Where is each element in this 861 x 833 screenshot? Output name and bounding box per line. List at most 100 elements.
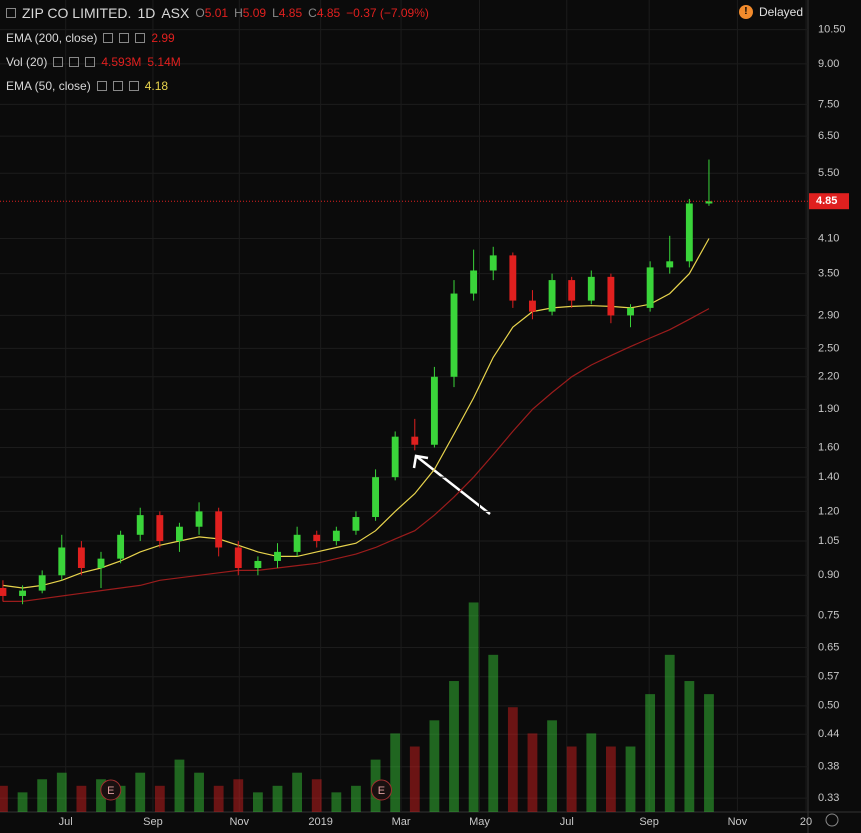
y-tick-label: 9.00 — [818, 58, 839, 70]
y-tick-label: 0.33 — [818, 792, 839, 804]
volume-bar — [625, 746, 636, 812]
candle-body — [254, 560, 262, 569]
candle-body — [19, 590, 26, 596]
volume-bar — [76, 785, 87, 812]
y-tick-label: 1.20 — [818, 505, 839, 517]
volume-bar — [606, 746, 616, 812]
y-tick-label: 1.60 — [818, 441, 839, 453]
volume-bar — [96, 779, 106, 812]
status[interactable]: ! Delayed — [738, 5, 803, 19]
candle-body — [489, 255, 497, 271]
candle-body — [195, 511, 203, 527]
volume-bar — [351, 785, 361, 812]
ohlc-value: 5.01 — [204, 6, 229, 20]
settings-icon[interactable] — [825, 813, 839, 827]
ema-line — [2, 238, 710, 589]
change: −0.37 (−7.09%) — [346, 6, 429, 20]
volume-bar — [449, 681, 459, 812]
earnings-marker — [370, 779, 392, 801]
x-tick-label: Sep — [143, 816, 163, 828]
y-tick-label: 0.50 — [818, 700, 839, 712]
candle-body — [568, 280, 576, 301]
volume-bar — [429, 720, 440, 812]
candle-body — [97, 558, 105, 569]
indicator-value: 4.593M — [101, 55, 142, 69]
candle-body — [548, 280, 556, 312]
candle-body — [136, 515, 144, 535]
volume-bar — [507, 707, 518, 812]
volume-bar — [154, 785, 165, 812]
indicator-name[interactable]: EMA (200, close) — [6, 31, 98, 45]
volume-bar — [409, 746, 420, 812]
y-tick-label: 2.90 — [818, 309, 839, 321]
candle-body — [430, 376, 438, 445]
exchange[interactable]: ASX — [161, 5, 190, 21]
volume-bar — [684, 681, 695, 812]
symbol-row: ZIP CO LIMITED. 1D ASX O 5.01 H 5.09 L 4.85… — [6, 5, 429, 21]
indicator-name[interactable]: Vol (20) — [6, 55, 48, 69]
candle-body — [352, 517, 360, 531]
candle-body — [234, 547, 242, 569]
last-price-label: 4.85 — [816, 195, 837, 207]
x-tick-label: Nov — [728, 816, 748, 828]
y-tick-label: 1.05 — [818, 535, 839, 547]
earnings-label: E — [378, 785, 385, 797]
candle-body — [587, 276, 595, 301]
y-tick-label: 0.65 — [818, 641, 839, 653]
volume-bar — [704, 694, 714, 812]
y-tick-label: 3.50 — [818, 268, 839, 280]
interval[interactable]: 1D — [137, 5, 156, 21]
indicator-value: 4.18 — [144, 79, 169, 93]
y-tick-label: 7.50 — [818, 98, 839, 110]
y-tick-label: 4.10 — [818, 232, 839, 244]
volume-bar — [17, 792, 28, 812]
x-tick-label: 2019 — [308, 816, 332, 828]
y-tick-label: 2.50 — [818, 342, 839, 354]
candle-body — [117, 534, 125, 559]
volume-bar — [331, 792, 342, 812]
y-tick-label: 6.50 — [818, 130, 839, 142]
x-tick-label: Sep — [639, 816, 659, 828]
candle-body — [411, 436, 419, 445]
candle-body — [313, 534, 321, 542]
volume-bar — [468, 602, 479, 812]
status-text: Delayed — [758, 5, 803, 19]
volume-bar — [547, 720, 557, 812]
candle-body — [372, 477, 379, 518]
candle-body — [529, 300, 536, 312]
volume-bar — [645, 694, 656, 812]
y-tick-label: 5.50 — [818, 167, 839, 179]
ohlc-label: C — [308, 6, 317, 20]
volume-bar — [488, 654, 499, 812]
annotation-arrow-head — [412, 454, 429, 469]
indicator-name[interactable]: EMA (50, close) — [6, 79, 91, 93]
collapse-icon[interactable] — [6, 8, 16, 18]
ohlc-value: 5.09 — [242, 6, 267, 20]
volume-bar — [664, 654, 675, 812]
volume-bar — [252, 792, 263, 812]
y-tick-label: 10.50 — [818, 24, 846, 36]
status-icon: ! — [738, 5, 753, 19]
volume-bar — [213, 785, 224, 812]
ohlc-label: L — [272, 6, 279, 20]
candle-body — [607, 276, 615, 316]
ohlc-value: 4.85 — [278, 6, 303, 20]
ohlc-label: O — [195, 6, 205, 20]
candle-body — [274, 551, 281, 561]
volume-bar — [311, 779, 322, 812]
y-tick-label: 0.57 — [818, 671, 839, 683]
y-tick-label: 1.40 — [818, 471, 839, 483]
y-tick-label: 0.90 — [818, 569, 839, 581]
candle-body — [391, 436, 399, 478]
volume-bar — [390, 733, 401, 812]
annotation-arrow — [415, 455, 491, 515]
earnings-marker — [100, 779, 122, 801]
candle-body — [38, 575, 46, 591]
earnings-label: E — [107, 785, 114, 797]
y-tick-label: 0.75 — [818, 610, 839, 622]
y-tick-label: 2.20 — [818, 371, 839, 383]
ohlc-label: H — [234, 6, 243, 20]
symbol: ZIP CO LIMITED. — [22, 5, 132, 21]
